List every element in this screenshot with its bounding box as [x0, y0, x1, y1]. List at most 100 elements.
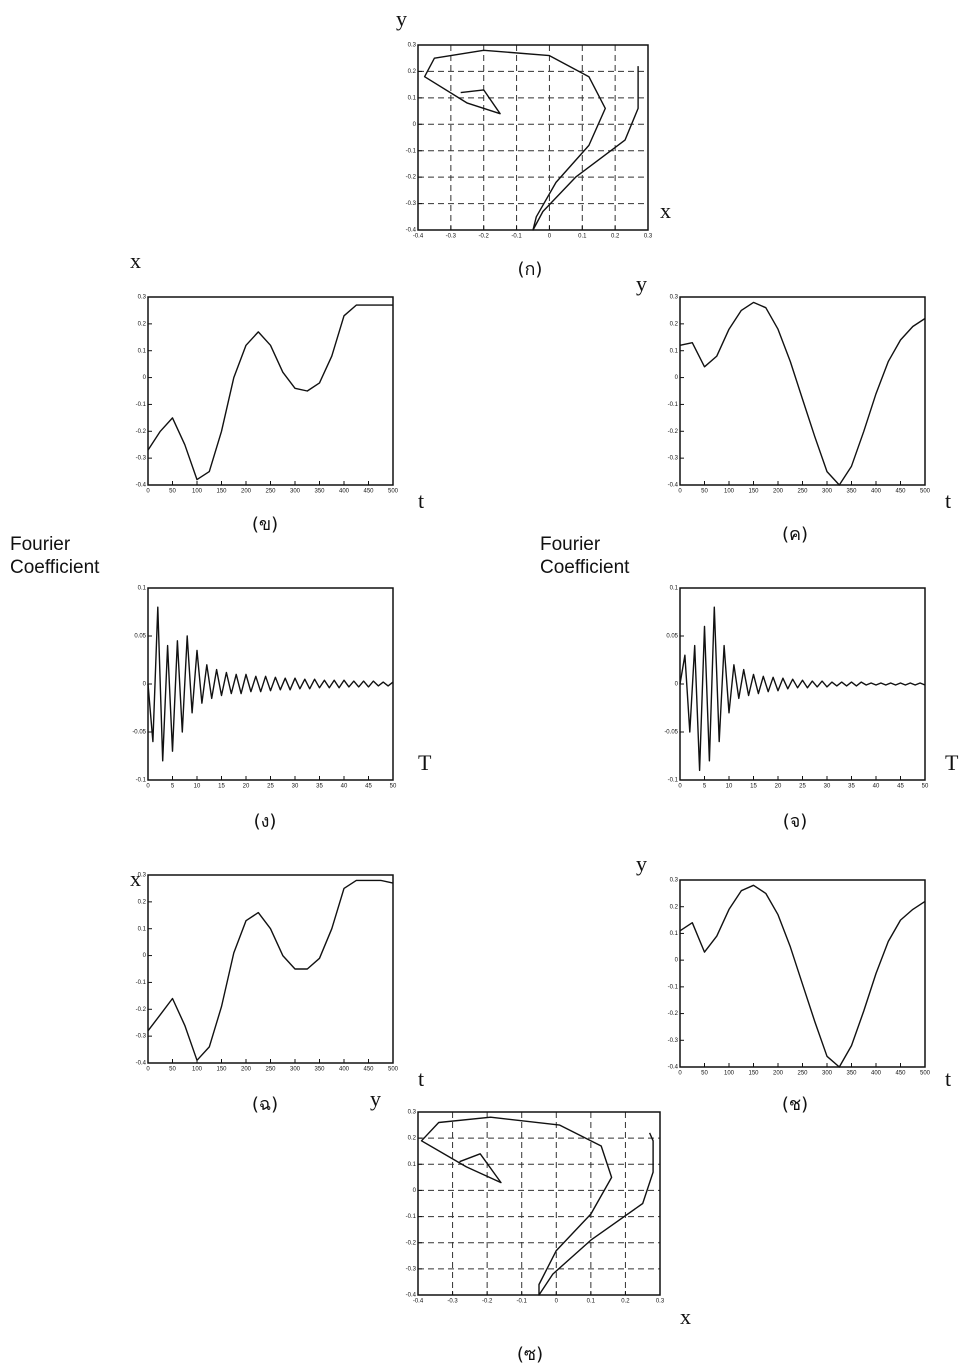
x-tick-label: 45 — [365, 784, 372, 790]
x-tick-label: 500 — [920, 1071, 931, 1077]
x-tick-label: 50 — [701, 489, 708, 495]
data-line — [680, 302, 925, 485]
y-tick-label: 0.3 — [670, 295, 679, 301]
y-tick-label: -0.2 — [136, 1007, 147, 1013]
y-tick-label: 0.2 — [138, 899, 147, 905]
x-tick-label: 0.3 — [644, 234, 653, 240]
y-tick-label: 0.1 — [670, 931, 679, 937]
y-tick-label: -0.1 — [668, 402, 679, 408]
x-tick-label: 400 — [871, 1071, 882, 1077]
x-tick-label: 25 — [799, 784, 806, 790]
y-tick-label: 0.3 — [408, 43, 417, 49]
y-tick-label: 0.3 — [670, 878, 679, 884]
y-tick-label: 0.1 — [670, 586, 679, 592]
x-tick-label: 300 — [822, 1071, 833, 1077]
data-line — [425, 50, 638, 230]
x-axis-label: t — [418, 1068, 424, 1090]
x-tick-label: 400 — [339, 489, 350, 495]
x-tick-label: 100 — [724, 1071, 735, 1077]
data-line — [422, 1117, 654, 1295]
x-tick-label: 100 — [724, 489, 735, 495]
y-tick-label: 0.1 — [138, 348, 147, 354]
caption: (ง) — [254, 811, 277, 832]
plot: -0.4-0.3-0.2-0.100.10.20.305010015020025… — [136, 873, 399, 1073]
y-tick-label: 0.2 — [408, 69, 417, 75]
y-tick-label: -0.1 — [136, 402, 147, 408]
y-tick-label: -0.1 — [136, 778, 147, 784]
y-axis-label: y — [396, 8, 407, 30]
y-tick-label: 0.1 — [138, 586, 147, 592]
y-tick-label: 0.05 — [666, 634, 678, 640]
x-tick-label: 50 — [390, 784, 397, 790]
x-tick-label: 35 — [848, 784, 855, 790]
x-axis-label: x — [660, 200, 671, 222]
y-axis-label: y — [636, 273, 647, 295]
x-tick-label: 200 — [773, 489, 784, 495]
x-axis-label: T — [418, 752, 431, 774]
x-tick-label: 15 — [750, 784, 757, 790]
figure: -0.4-0.3-0.2-0.100.10.20.3-0.4-0.3-0.2-0… — [0, 0, 966, 1369]
x-tick-label: 30 — [824, 784, 831, 790]
y-axis-label: Fourier Coefficient — [540, 533, 650, 579]
data-line — [680, 607, 925, 770]
y-tick-label: 0 — [143, 682, 147, 688]
x-axis-label: t — [945, 490, 951, 512]
caption: (ซ) — [517, 1344, 543, 1365]
x-tick-label: 0 — [548, 234, 552, 240]
y-tick-label: 0 — [143, 953, 147, 959]
y-tick-label: -0.05 — [664, 730, 678, 736]
x-tick-label: 350 — [314, 1067, 325, 1073]
y-tick-label: -0.1 — [668, 984, 679, 990]
x-tick-label: 0.2 — [611, 234, 620, 240]
x-tick-label: -0.1 — [511, 234, 522, 240]
x-tick-label: 0.1 — [587, 1299, 596, 1305]
data-line — [148, 305, 393, 480]
caption: (ฉ) — [252, 1094, 278, 1115]
x-tick-label: 0 — [146, 1067, 150, 1073]
plot: -0.4-0.3-0.2-0.100.10.20.3-0.4-0.3-0.2-0… — [406, 43, 653, 240]
y-tick-label: -0.1 — [406, 1214, 417, 1220]
x-tick-label: 200 — [773, 1071, 784, 1077]
x-tick-label: 0 — [678, 489, 682, 495]
x-tick-label: 50 — [701, 1071, 708, 1077]
y-tick-label: -0.3 — [406, 1266, 417, 1272]
plot: -0.4-0.3-0.2-0.100.10.20.3-0.4-0.3-0.2-0… — [406, 1110, 665, 1305]
x-tick-label: 250 — [265, 489, 276, 495]
y-tick-label: 0.1 — [408, 1162, 417, 1168]
y-tick-label: -0.3 — [136, 1034, 147, 1040]
y-tick-label: 0.2 — [670, 904, 679, 910]
x-tick-label: 30 — [292, 784, 299, 790]
y-tick-label: 0.1 — [670, 348, 679, 354]
caption: (ก) — [518, 259, 543, 280]
plot: -0.1-0.0500.050.105101520253035404550 — [664, 586, 929, 790]
y-axis-label: Fourier Coefficient — [10, 533, 120, 579]
y-axis-label: x — [130, 250, 141, 272]
data-line — [148, 607, 393, 761]
x-tick-label: 350 — [846, 489, 857, 495]
x-tick-label: 150 — [748, 489, 759, 495]
x-tick-label: 0 — [146, 784, 150, 790]
x-tick-label: 0.2 — [621, 1299, 630, 1305]
plot-frame — [148, 297, 393, 485]
y-tick-label: -0.2 — [668, 429, 679, 435]
plot-frame — [418, 1112, 660, 1295]
x-tick-label: 40 — [341, 784, 348, 790]
x-axis-label: T — [945, 752, 958, 774]
x-tick-label: 100 — [192, 489, 203, 495]
y-tick-label: 0 — [675, 958, 679, 964]
x-tick-label: 150 — [216, 489, 227, 495]
y-tick-label: 0.3 — [408, 1110, 417, 1116]
x-tick-label: 200 — [241, 489, 252, 495]
y-tick-label: -0.1 — [136, 980, 147, 986]
x-tick-label: 0.1 — [578, 234, 587, 240]
caption: (จ) — [783, 811, 808, 832]
x-tick-label: -0.2 — [482, 1299, 493, 1305]
page: -0.4-0.3-0.2-0.100.10.20.3-0.4-0.3-0.2-0… — [0, 0, 966, 1369]
x-tick-label: 50 — [169, 1067, 176, 1073]
x-tick-label: 350 — [314, 489, 325, 495]
y-axis-label: x — [130, 868, 141, 890]
x-tick-label: -0.1 — [517, 1299, 528, 1305]
y-tick-label: 0.3 — [138, 295, 147, 301]
x-tick-label: 0.3 — [656, 1299, 665, 1305]
y-tick-label: -0.1 — [406, 148, 417, 154]
